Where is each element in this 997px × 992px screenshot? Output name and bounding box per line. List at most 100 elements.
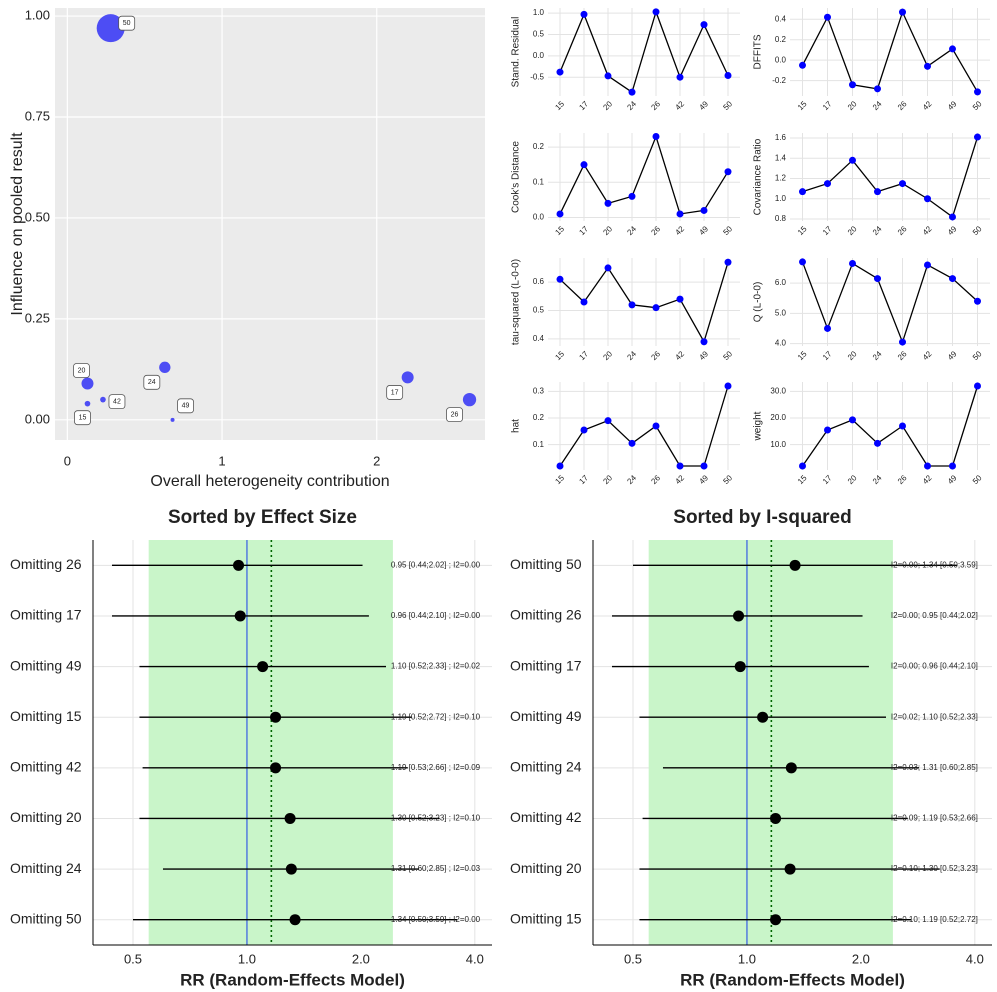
y-tick-label: 0.75 (25, 108, 50, 123)
y-axis-title: DFFITS (753, 34, 764, 69)
point (789, 559, 801, 571)
row-label: Omitting 17 (10, 607, 82, 623)
x-tick-label: 42 (673, 99, 686, 112)
x-tick-label: 17 (577, 99, 590, 112)
point (652, 304, 660, 312)
value-label: 1.19 [0.53;2.66] ; I2=0.09 (391, 763, 481, 772)
bubble (84, 400, 91, 407)
x-tick-label: 1.0 (738, 951, 756, 966)
x-tick-label: 4.0 (966, 951, 984, 966)
row-label: Omitting 26 (10, 556, 82, 572)
point (734, 661, 746, 673)
point (270, 711, 282, 723)
point (700, 338, 708, 346)
x-tick-label: 42 (921, 99, 934, 112)
x-tick-label: 4.0 (466, 951, 484, 966)
x-tick-label: 26 (896, 473, 909, 486)
x-tick-label: 49 (946, 224, 959, 237)
row-label: Omitting 24 (510, 759, 582, 775)
point (676, 295, 684, 303)
point (924, 261, 931, 269)
y-tick-label: 0.2 (775, 35, 787, 44)
x-tick-label: 17 (821, 224, 834, 237)
x-tick-label: 24 (625, 224, 638, 237)
x-tick-label: 0.5 (124, 951, 142, 966)
point (285, 863, 297, 875)
value-label: I2=0.00; 1.34 [0.50;3.59] (891, 560, 978, 569)
y-tick-label: 0.0 (533, 213, 545, 222)
point (233, 559, 245, 571)
x-tick-label: 17 (577, 224, 590, 237)
y-tick-label: 0.00 (25, 411, 50, 426)
point (899, 422, 906, 430)
point-label: 49 (182, 403, 190, 410)
y-axis-title: Influence on pooled result (9, 132, 26, 316)
y-tick-label: 0.2 (533, 142, 545, 151)
y-tick-label: 0.4 (775, 14, 787, 23)
x-tick-label: 42 (673, 473, 686, 486)
x-tick-label: 49 (697, 224, 710, 237)
y-tick-label: 5.0 (775, 308, 787, 317)
row-label: Omitting 17 (510, 657, 582, 673)
x-tick-label: 42 (921, 224, 934, 237)
x-tick-label: 26 (649, 473, 662, 486)
y-tick-label: 1.0 (533, 8, 545, 17)
label-box (143, 374, 161, 390)
y-tick-label: 1.6 (775, 133, 787, 142)
row-label: Omitting 49 (510, 708, 582, 724)
label-box (108, 394, 126, 410)
point (580, 161, 588, 169)
y-axis-title: Q (L-0-0) (753, 282, 764, 323)
point (924, 195, 931, 203)
point (784, 863, 796, 875)
y-tick-label: 0.6 (533, 277, 545, 286)
x-tick-label: 42 (921, 349, 934, 362)
y-tick-label: 0.0 (533, 51, 545, 60)
point (628, 439, 636, 447)
point (652, 422, 660, 430)
point (949, 45, 956, 53)
point (580, 426, 588, 434)
x-tick-label: 49 (946, 349, 959, 362)
point-label: 15 (79, 415, 87, 422)
point (289, 914, 301, 926)
row-label: Omitting 15 (10, 708, 82, 724)
x-tick-label: 50 (721, 473, 734, 486)
point (849, 416, 856, 424)
x-tick-label: 17 (821, 349, 834, 362)
point (556, 275, 564, 283)
point (628, 192, 636, 200)
x-tick-label: 42 (921, 473, 934, 486)
y-tick-label: 1.4 (775, 153, 787, 162)
line (802, 136, 979, 219)
chart-title: Sorted by Effect Size (168, 507, 357, 528)
label-box (74, 410, 91, 426)
point (604, 417, 612, 425)
point (849, 259, 856, 267)
point-label: 42 (113, 398, 121, 405)
value-label: 1.30 [0.52;3.23] ; I2=0.10 (391, 814, 481, 823)
x-tick-label: 15 (796, 224, 809, 237)
point (733, 610, 745, 622)
x-tick-label: 26 (649, 99, 662, 112)
point (974, 382, 981, 390)
line (559, 134, 729, 215)
line (559, 9, 729, 94)
row-label: Omitting 50 (510, 556, 582, 572)
x-tick-label: 49 (697, 473, 710, 486)
point (799, 258, 806, 266)
line (559, 262, 729, 344)
point (899, 8, 906, 16)
y-tick-label: 30.0 (770, 386, 786, 395)
line (801, 385, 979, 467)
point (628, 301, 636, 309)
x-tick-label: 17 (821, 99, 834, 112)
label-box (73, 363, 90, 378)
y-tick-label: 0.2 (533, 413, 545, 422)
value-label: I2=0.09; 1.19 [0.53;2.66] (891, 814, 978, 823)
point (700, 462, 708, 470)
row-label: Omitting 20 (10, 809, 82, 825)
point (924, 62, 931, 70)
point (724, 71, 732, 79)
